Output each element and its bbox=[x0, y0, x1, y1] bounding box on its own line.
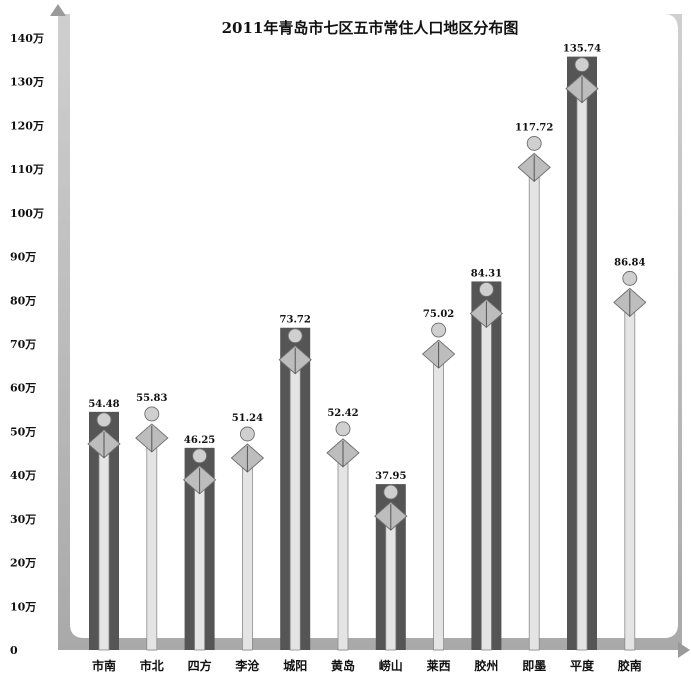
y-tick-label: 80万 bbox=[10, 294, 36, 307]
person-head-icon bbox=[383, 484, 399, 500]
y-tick-label: 130万 bbox=[10, 76, 44, 89]
value-label: 54.48 bbox=[88, 399, 119, 410]
person-body bbox=[433, 343, 445, 651]
person-head-icon bbox=[478, 281, 494, 297]
y-axis-arrow bbox=[50, 4, 66, 16]
person-body bbox=[289, 349, 301, 651]
y-axis-ticks: 0 10万 20万 30万 40万 50万 60万 70万 80万 90万 100万 110万 120万… bbox=[10, 32, 44, 657]
x-tick-label: 城阳 bbox=[283, 658, 307, 673]
y-tick-label: 40万 bbox=[10, 469, 36, 482]
bar-group: 117.72 bbox=[515, 122, 553, 651]
chart-title: 2011年青岛市七区五市常住人口地区分布图 bbox=[222, 19, 519, 37]
y-tick-label: 50万 bbox=[10, 425, 36, 438]
y-tick-label: 30万 bbox=[10, 513, 36, 526]
y-tick-label: 120万 bbox=[10, 119, 44, 132]
value-label: 37.95 bbox=[375, 471, 406, 482]
value-label: 55.83 bbox=[136, 393, 167, 404]
bar-group: 51.24 bbox=[230, 413, 265, 651]
bars: 54.48 55.83 46.25 51.24 73.72 52.42 37.95 75.02… bbox=[87, 44, 647, 651]
value-label: 84.31 bbox=[471, 268, 502, 279]
value-label: 75.02 bbox=[423, 309, 454, 320]
value-label: 51.24 bbox=[232, 413, 263, 424]
person-head-icon bbox=[192, 448, 208, 464]
x-tick-label: 即墨 bbox=[522, 659, 546, 673]
y-tick-label: 0 bbox=[10, 644, 18, 657]
person-head-icon bbox=[574, 57, 590, 73]
value-label: 52.42 bbox=[327, 408, 358, 419]
person-head-icon bbox=[96, 412, 112, 428]
person-body bbox=[98, 433, 110, 651]
bar-group: 46.25 bbox=[182, 435, 217, 651]
y-tick-label: 100万 bbox=[10, 207, 44, 220]
value-label: 46.25 bbox=[184, 435, 215, 446]
bar-group: 75.02 bbox=[421, 309, 456, 651]
bar-group: 86.84 bbox=[613, 257, 647, 651]
x-tick-label: 胶南 bbox=[618, 658, 642, 673]
person-body bbox=[241, 447, 253, 651]
bar-group: 84.31 bbox=[469, 268, 504, 651]
x-tick-label: 胶州 bbox=[474, 658, 498, 673]
x-tick-label: 四方 bbox=[188, 658, 212, 673]
value-label: 73.72 bbox=[280, 315, 311, 326]
y-tick-label: 60万 bbox=[10, 382, 36, 395]
x-tick-label: 莱西 bbox=[427, 658, 451, 673]
x-tick-label: 市南 bbox=[92, 658, 116, 673]
x-tick-label: 李沧 bbox=[234, 658, 259, 673]
value-label: 117.72 bbox=[515, 122, 553, 133]
person-head-icon bbox=[239, 426, 255, 442]
x-tick-label: 市北 bbox=[140, 658, 164, 673]
value-label: 86.84 bbox=[614, 257, 645, 268]
person-head-icon bbox=[622, 270, 638, 286]
person-head-icon bbox=[431, 322, 447, 338]
x-tick-label: 平度 bbox=[570, 658, 595, 673]
person-body bbox=[624, 291, 636, 651]
person-body bbox=[337, 442, 349, 651]
y-tick-label: 20万 bbox=[10, 557, 36, 570]
x-tick-label: 黄岛 bbox=[331, 658, 355, 673]
x-axis-ticks: 市南 市北 四方 李沧 城阳 黄岛 崂山 莱西 胶州 即墨 平度 胶南 bbox=[92, 658, 642, 673]
value-label: 135.74 bbox=[563, 44, 601, 55]
person-body bbox=[528, 156, 540, 651]
bar-group: 52.42 bbox=[326, 408, 360, 651]
y-tick-label: 70万 bbox=[10, 338, 36, 351]
y-tick-label: 110万 bbox=[10, 163, 44, 176]
person-head-icon bbox=[287, 328, 303, 344]
person-head-icon bbox=[335, 421, 351, 437]
bar-group: 37.95 bbox=[374, 471, 408, 651]
x-axis-arrow bbox=[678, 642, 690, 658]
bar-group: 55.83 bbox=[135, 393, 169, 651]
bar-group: 73.72 bbox=[278, 315, 312, 651]
person-body bbox=[146, 427, 158, 651]
person-head-icon bbox=[144, 406, 160, 422]
y-tick-label: 140万 bbox=[10, 32, 44, 45]
bar-group: 135.74 bbox=[563, 44, 601, 651]
person-body bbox=[480, 303, 492, 651]
x-tick-label: 崂山 bbox=[379, 658, 403, 673]
y-tick-label: 10万 bbox=[10, 600, 36, 613]
person-head-icon bbox=[526, 135, 542, 151]
person-body bbox=[576, 78, 588, 651]
person-body bbox=[194, 469, 206, 651]
y-tick-label: 90万 bbox=[10, 251, 36, 264]
bar-group: 54.48 bbox=[87, 399, 121, 651]
